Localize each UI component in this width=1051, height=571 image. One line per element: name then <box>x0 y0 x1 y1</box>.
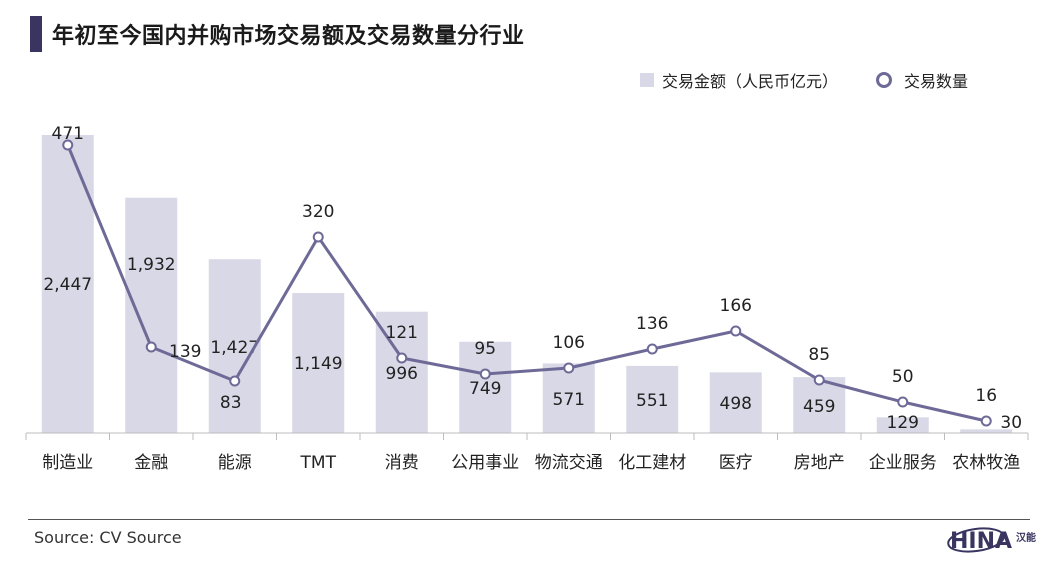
count-point-0 <box>62 139 74 151</box>
count-point-8 <box>730 325 742 337</box>
count-point-11 <box>980 415 992 427</box>
bar-8 <box>709 372 762 433</box>
logo-swoosh-icon <box>947 527 1005 553</box>
category-label-9: 房地产 <box>794 453 845 473</box>
count-value-label-10: 50 <box>892 367 914 387</box>
bar-value-label-6: 571 <box>553 390 585 410</box>
count-point-7 <box>646 343 658 355</box>
bar-value-label-3: 1,149 <box>294 354 343 374</box>
bar-value-label-4: 996 <box>386 364 418 384</box>
chart-area: 2,447 1,932 1,427 1,149 996 749 571 551 498 459 12… <box>25 124 1029 473</box>
legend-amount-label: 交易金额（人民币亿元） <box>662 72 839 91</box>
bar-3 <box>292 293 345 433</box>
count-value-label-5: 95 <box>474 339 496 359</box>
bar-6 <box>542 363 595 433</box>
count-point-2 <box>229 375 241 387</box>
bar-value-label-1: 1,932 <box>127 255 176 275</box>
bars-group <box>41 135 1013 433</box>
category-labels-group: 制造业 金融 能源 TMT 消费 公用事业 物流交通 化工建材 医疗 房地产 企业服务 农林牧渔 <box>42 453 1020 473</box>
bar-value-label-8: 498 <box>720 394 752 414</box>
category-label-10: 企业服务 <box>869 453 937 473</box>
source-note: Source: CV Source <box>34 528 182 547</box>
bar-value-label-10: 129 <box>887 413 919 433</box>
category-label-1: 金融 <box>134 453 168 473</box>
title-accent-bar <box>30 16 42 52</box>
count-value-label-9: 85 <box>808 345 830 365</box>
count-value-label-11: 16 <box>975 386 997 406</box>
legend-bar-swatch <box>640 73 654 87</box>
footer-divider <box>28 519 1030 520</box>
bar-9 <box>793 377 846 433</box>
category-label-3: TMT <box>300 453 337 473</box>
bar-value-label-0: 2,447 <box>43 275 92 295</box>
bar-value-label-5: 749 <box>469 379 501 399</box>
bar-value-label-11: 30 <box>1000 413 1022 433</box>
bar-labels-group: 2,447 1,932 1,427 1,149 996 749 571 551 498 459 12… <box>43 255 1022 433</box>
category-label-4: 消费 <box>385 453 419 473</box>
count-value-label-7: 136 <box>636 314 668 334</box>
category-label-6: 物流交通 <box>535 453 603 473</box>
count-point-6 <box>563 362 575 374</box>
bar-1 <box>125 197 178 433</box>
bar-5 <box>459 341 512 433</box>
count-points-group <box>62 139 992 427</box>
bar-value-label-9: 459 <box>803 397 835 417</box>
count-point-3 <box>312 231 324 243</box>
bar-value-label-7: 551 <box>636 391 668 411</box>
logo-text: HINA <box>950 529 1012 554</box>
bar-10 <box>876 417 929 433</box>
company-logo: HINA 汉能 <box>947 527 1036 554</box>
count-value-label-4: 121 <box>386 323 418 343</box>
logo-mark: 汉能 <box>1016 531 1036 544</box>
count-point-9 <box>813 374 825 386</box>
category-label-5: 公用事业 <box>451 453 519 473</box>
legend-line-marker-icon <box>876 72 892 88</box>
count-value-label-3: 320 <box>302 202 334 222</box>
legend-count-label: 交易数量 <box>904 72 969 91</box>
count-value-label-6: 106 <box>553 333 585 353</box>
bar-2 <box>208 259 261 433</box>
category-label-0: 制造业 <box>42 453 93 473</box>
count-point-5 <box>479 368 491 380</box>
bar-value-label-2: 1,427 <box>210 338 259 358</box>
count-point-10 <box>897 396 909 408</box>
x-axis-ticks-group <box>25 433 1029 440</box>
bar-7 <box>626 365 679 433</box>
category-label-7: 化工建材 <box>618 453 686 473</box>
page-title: 年初至今国内并购市场交易额及交易数量分行业 <box>52 24 525 49</box>
count-value-label-0: 471 <box>52 124 84 144</box>
count-value-label-1: 139 <box>169 342 201 362</box>
count-value-label-2: 83 <box>220 393 242 413</box>
count-point-1 <box>145 341 157 353</box>
count-labels-group: 471 139 83 320 121 95 106 136 166 85 50 16 <box>52 124 998 413</box>
count-point-4 <box>396 352 408 364</box>
count-series-line <box>66 144 987 423</box>
bar-11 <box>960 429 1013 433</box>
category-label-8: 医疗 <box>719 453 753 473</box>
category-label-11: 农林牧渔 <box>952 453 1020 473</box>
category-label-2: 能源 <box>218 453 252 473</box>
count-value-label-8: 166 <box>720 296 752 316</box>
